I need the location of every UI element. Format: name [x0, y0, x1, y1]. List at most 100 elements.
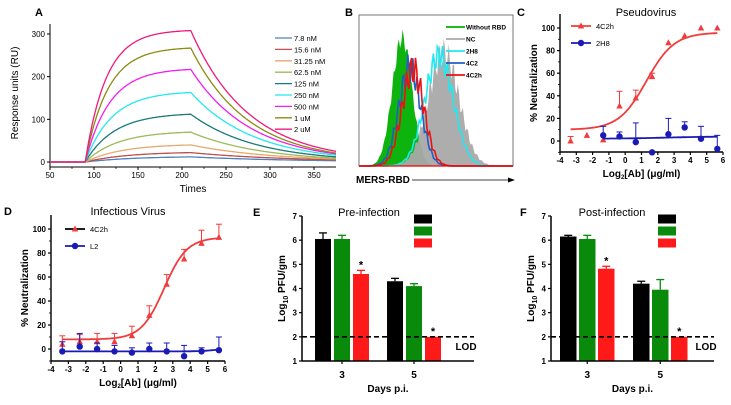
data-point-triangle [180, 255, 188, 262]
series-line [50, 47, 337, 163]
data-point-circle [681, 124, 688, 131]
series-line [50, 91, 337, 163]
panel-letter: F [520, 207, 527, 219]
panel-d: D Infectious Virus 0 20 40 60 80 100 -4 -3 -2 -1 0 1 2… [4, 206, 228, 390]
y-axis-label: Log10 PFU/gm [526, 255, 539, 322]
y-tick-label: 3 [293, 309, 298, 318]
data-point-circle [146, 345, 153, 353]
legend-label: 4C2h [90, 225, 108, 234]
y-tick-label: 7 [293, 212, 298, 221]
x-tick-label: 3 [672, 156, 677, 165]
x-tick-label: 5 [411, 370, 417, 381]
y-axis-label: % Neutralization [20, 249, 31, 327]
y-tick-label: 20 [37, 321, 46, 330]
data-point-circle [714, 145, 721, 153]
x-tick-label: 150 [131, 171, 145, 180]
data-point-triangle [648, 73, 656, 80]
x-tick-label: -3 [573, 156, 581, 165]
data-point-triangle [599, 136, 607, 143]
fit-curve [603, 135, 718, 140]
x-tick-label: 5 [704, 156, 709, 165]
x-axis-label: MERS-RBD [356, 175, 410, 186]
y-tick-label: 40 [546, 92, 555, 101]
panel-f: F Post-infection * 3 * 5 1 2 3 4 5 6 7 LOD Days p.i. Lo… [520, 207, 717, 395]
legend-label: 1 uM [294, 114, 311, 123]
legend-swatch [414, 226, 432, 236]
legend-label: 4C2h [466, 73, 482, 80]
y-axis-label: % Neutralization [529, 44, 540, 122]
legend-label: 250 nM [294, 91, 319, 100]
y-label-sub: 10 [283, 296, 290, 304]
data-point-triangle [697, 24, 705, 31]
data-point-triangle [567, 137, 574, 144]
bar [406, 286, 422, 361]
x-tick-label: 200 [175, 171, 189, 180]
arrow-head-icon [508, 177, 515, 183]
x-tick-label: 6 [223, 365, 228, 374]
x-axis-label: Log2[Ab] (μg/ml) [603, 169, 681, 181]
legend-label: 15.6 nM [294, 45, 321, 54]
x-tick-label: 2 [656, 156, 661, 165]
x-label-part: Log [99, 378, 117, 389]
data-point-triangle [665, 39, 672, 46]
y-tick-label: 60 [546, 69, 555, 78]
x-tick-label: 1 [639, 156, 644, 165]
y-tick-label: 7 [542, 212, 547, 221]
y-tick-label: 1 [542, 357, 547, 366]
x-tick-label: 50 [46, 171, 55, 180]
lod-label: LOD [695, 342, 716, 353]
panel-b: B Without RBD NC 2H8 4C2 4C2h MERS-RBD [345, 7, 515, 186]
significance-marker: * [431, 326, 436, 338]
legend-label: 31.25 nM [294, 57, 325, 66]
data-point-triangle [714, 24, 721, 31]
panel-e: E Pre-infection * 3 * 5 1 2 3 4 5 6 7 LOD Days p.i. Log… [253, 207, 477, 395]
legend-label: 2H8 [466, 49, 478, 56]
x-tick-label: 0 [118, 365, 123, 374]
data-point-circle [111, 348, 118, 355]
x-tick-label: 4 [188, 365, 193, 374]
data-point-circle [697, 135, 705, 142]
x-tick-label: 3 [584, 370, 590, 381]
legend-swatch [658, 238, 676, 248]
x-tick-label: 350 [307, 171, 321, 180]
x-tick-label: 3 [339, 370, 345, 381]
data-point-triangle [163, 280, 170, 287]
data-point-triangle [583, 131, 591, 138]
x-tick-label: 0 [623, 156, 628, 165]
series-line [50, 113, 337, 163]
legend-swatch [658, 214, 676, 224]
data-point-circle [180, 353, 188, 360]
panel-letter: E [253, 207, 260, 219]
data-point-circle [128, 349, 136, 356]
y-tick-label: 4 [542, 285, 547, 294]
series-line [50, 151, 337, 163]
data-point-circle [59, 348, 66, 355]
fit-curve [62, 237, 219, 341]
panel-c: C Pseudovirus 0 20 40 60 80 100 -4 -3 -2 -1 0 1 2 3 4 5 6 L… [517, 7, 726, 181]
y-tick-label: 1 [293, 357, 298, 366]
data-point-triangle [616, 102, 623, 109]
data-point-triangle [632, 94, 639, 101]
y-label-part: PFU/gm [277, 255, 288, 296]
series-line [50, 144, 336, 163]
x-label-part: Log [603, 169, 621, 180]
y-tick-label: 80 [37, 249, 46, 258]
y-tick-label: 6 [542, 236, 547, 245]
x-tick-label: 4 [688, 156, 693, 165]
y-tick-label: 0 [551, 137, 556, 146]
x-tick-label: -2 [82, 365, 90, 374]
y-tick-label: 200 [32, 73, 46, 82]
y-tick-label: 6 [293, 236, 298, 245]
y-axis-label: Response units (RU) [10, 47, 21, 140]
x-tick-label: 5 [205, 365, 210, 374]
y-tick-label: 4 [293, 285, 298, 294]
data-point-triangle [111, 338, 118, 345]
legend-swatch [414, 238, 432, 248]
y-tick-label: 40 [37, 297, 46, 306]
y-label-sub: 10 [532, 296, 539, 304]
y-axis-label: Log10 PFU/gm [277, 255, 290, 322]
legend-marker [577, 39, 585, 47]
data-point-circle [616, 133, 623, 140]
bar [633, 283, 650, 361]
